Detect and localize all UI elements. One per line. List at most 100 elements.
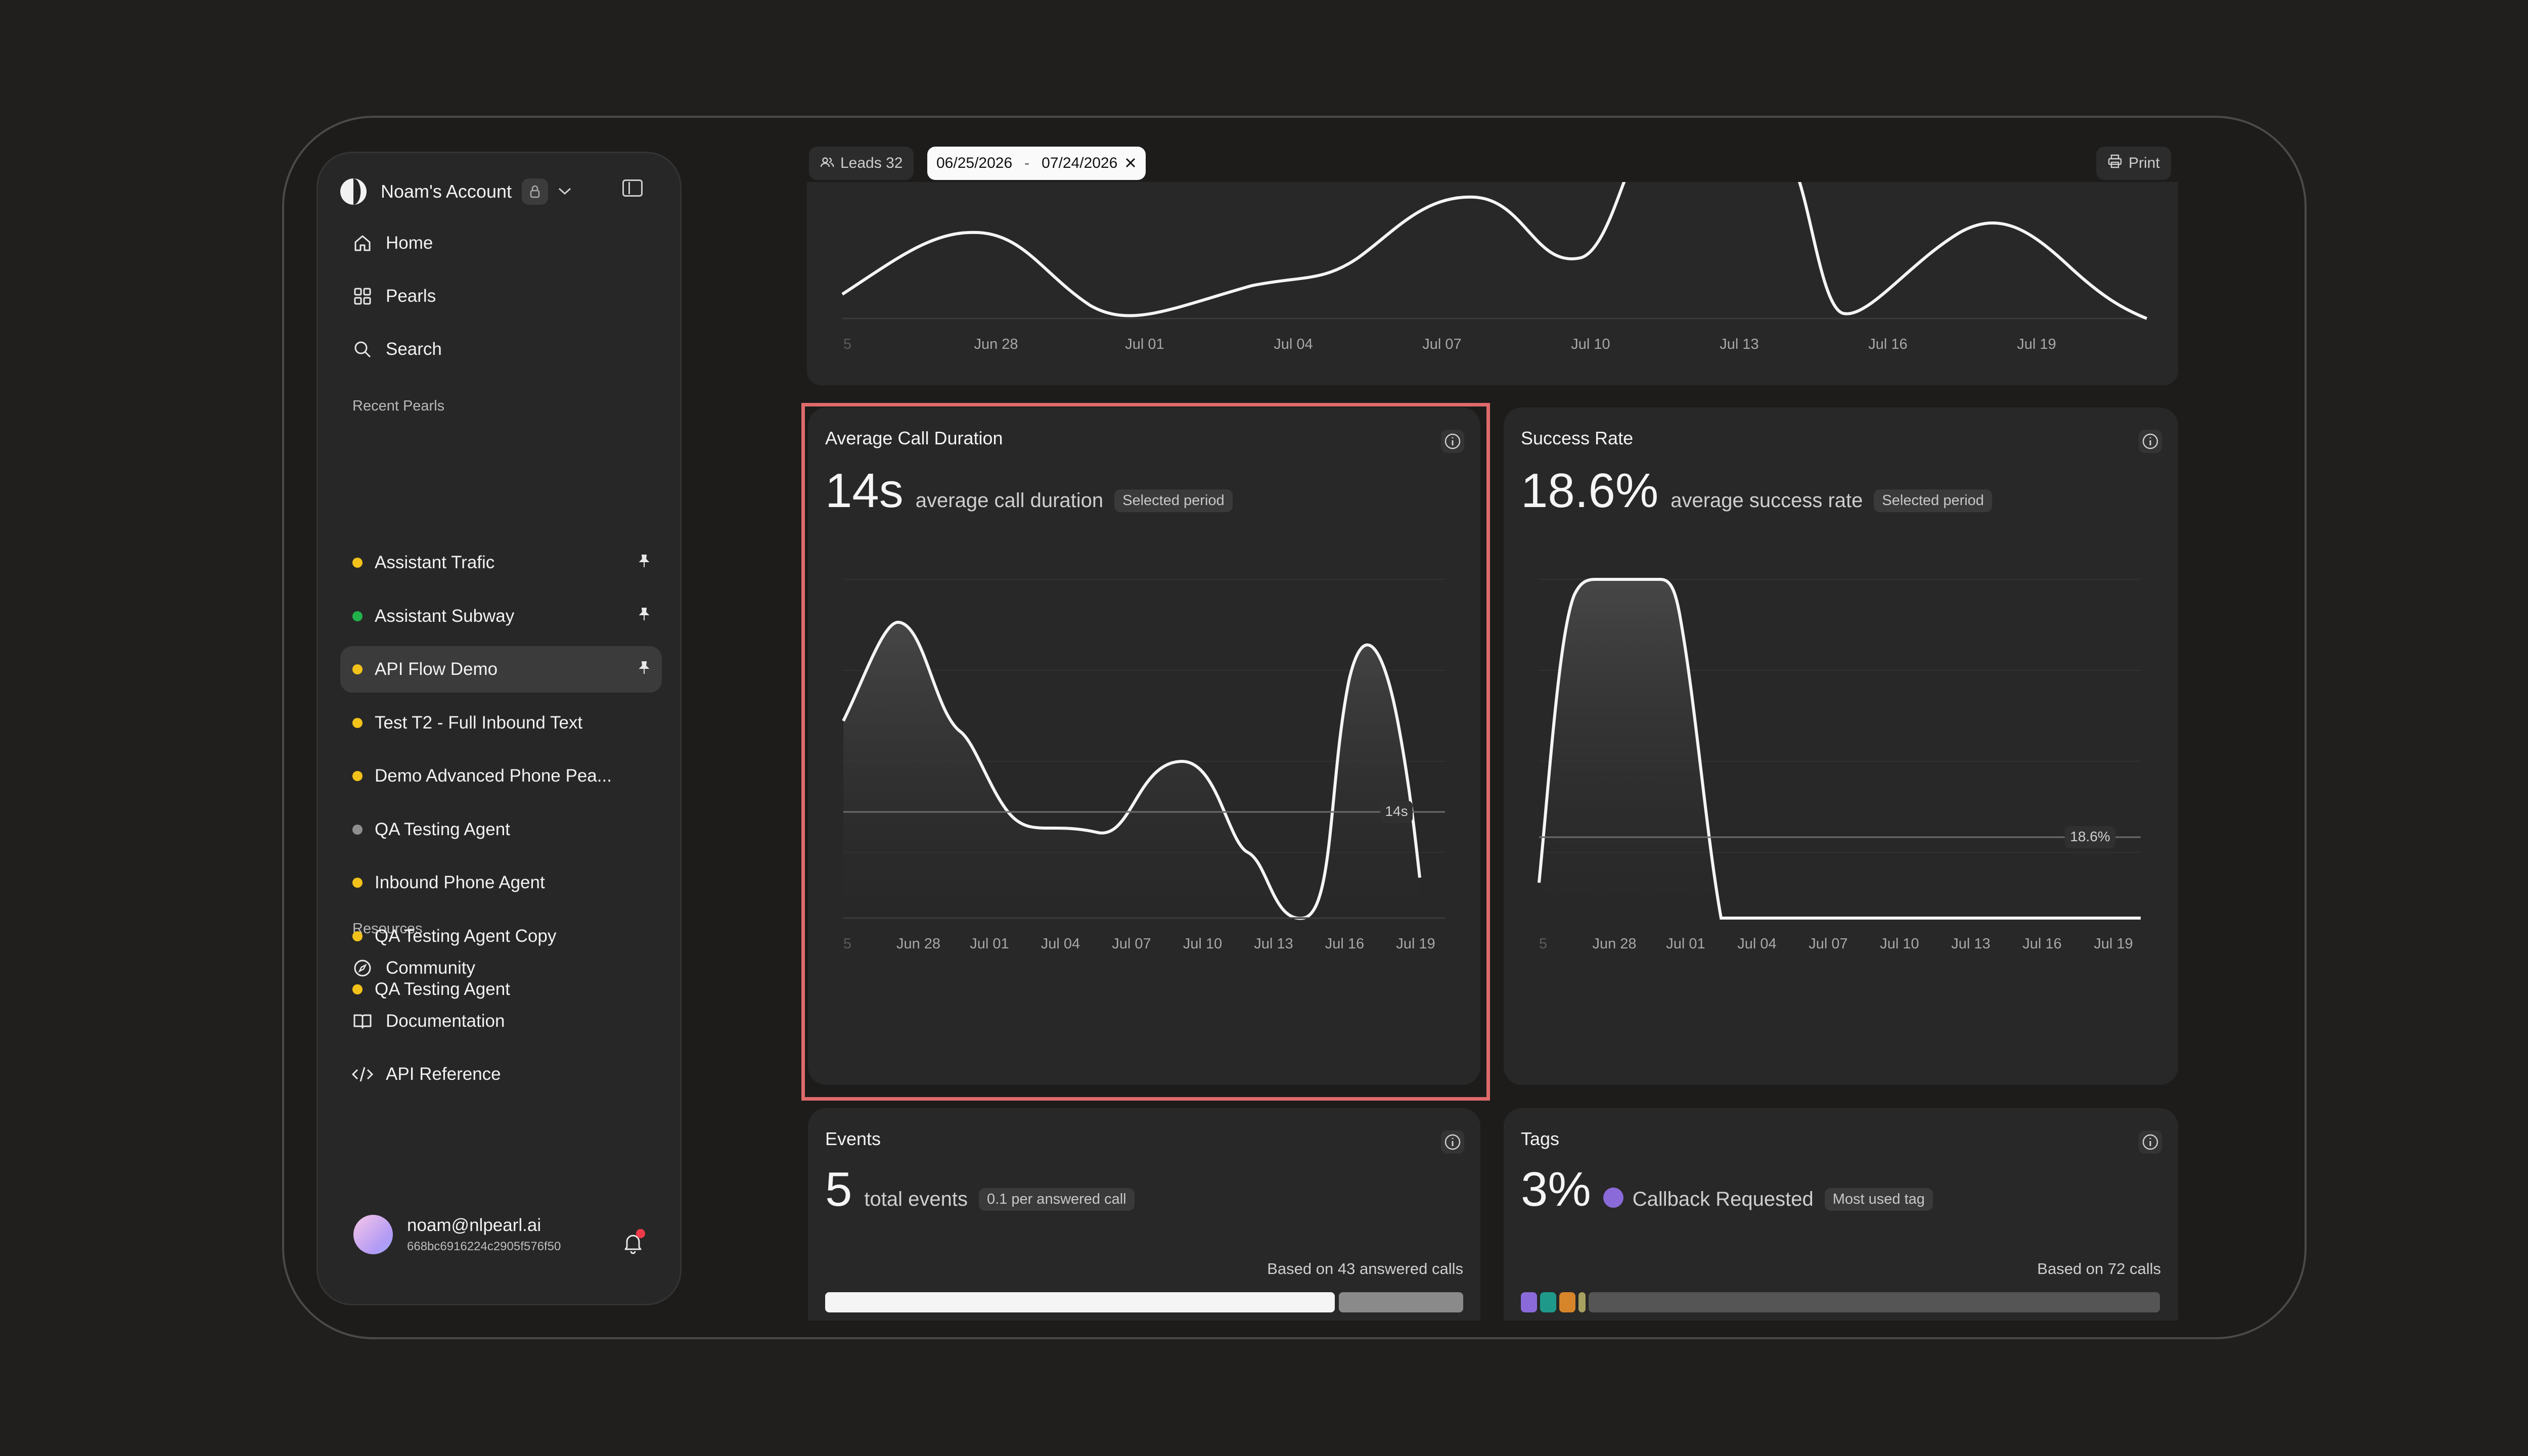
search-icon [351, 340, 374, 359]
recent-pearl-item[interactable]: API Flow Demo [340, 646, 662, 693]
tag-color-dot [1603, 1188, 1623, 1208]
notifications-bell-icon[interactable] [623, 1229, 645, 1254]
success-chart-svg: 18.6% 5 Jun 28 Jul 01 Jul 04 Jul 07 Jul 10 Jul… [1538, 578, 2141, 952]
recent-pearl-label: QA Testing Agent Copy [375, 926, 557, 946]
status-dot [352, 984, 363, 994]
recent-pearl-label: Assistant Trafic [375, 553, 495, 572]
pearl-logo-icon [340, 178, 367, 205]
date-start: 06/25/2026 [936, 155, 1013, 171]
events-card-title: Events [825, 1128, 881, 1149]
clear-date-close-icon[interactable] [1124, 154, 1137, 173]
collapse-sidebar-icon[interactable] [622, 179, 643, 197]
recent-pearl-label: QA Testing Agent [375, 819, 510, 839]
x-tick-label: Jul 01 [1666, 936, 1705, 952]
recent-pearl-item[interactable]: Assistant Trafic [340, 539, 662, 586]
info-icon[interactable] [2139, 1130, 2162, 1154]
success-area [1539, 579, 1721, 918]
x-tick-label: Jul 10 [1183, 936, 1222, 952]
leads-filter-chip[interactable]: Leads 32 [809, 147, 914, 180]
nav-pearls[interactable]: Pearls [340, 273, 662, 320]
pin-icon[interactable] [638, 554, 651, 572]
top-trend-chart: 5 Jun 28 Jul 01 Jul 04 Jul 07 Jul 10 Jul 13 Jul… [807, 176, 2178, 385]
tags-caption: Callback Requested [1632, 1188, 1814, 1210]
pin-icon[interactable] [638, 661, 651, 678]
duration-average-label: 14s [1385, 803, 1408, 819]
user-email: noam@nlpearl.ai [407, 1215, 541, 1235]
grid-icon [351, 287, 374, 306]
status-dot [352, 878, 363, 888]
recent-pearl-item[interactable]: Inbound Phone Agent [340, 859, 662, 906]
tags-card: Tags 3% Callback Requested Most used tag… [1504, 1108, 2178, 1321]
x-tick-label: Jul 07 [1422, 336, 1461, 352]
recent-pearl-label: Inbound Phone Agent [375, 873, 545, 892]
info-icon[interactable] [1441, 1130, 1464, 1154]
recent-pearl-label: Test T2 - Full Inbound Text [375, 712, 583, 733]
nav-community[interactable]: Community [340, 945, 662, 991]
events-card: Events 5 total events 0.1 per answered c… [808, 1108, 1480, 1321]
success-average-label: 18.6% [2070, 829, 2110, 844]
leads-label: Leads 32 [840, 155, 903, 171]
x-tick-label: 5 [843, 336, 851, 352]
recent-pearl-item[interactable]: QA Testing Agent Copy [340, 913, 662, 960]
x-tick-label: Jul 16 [1868, 336, 1907, 352]
success-line [1538, 578, 2141, 920]
info-icon[interactable] [2139, 430, 2162, 453]
tags-bar-olive [1578, 1292, 1586, 1312]
duration-x-ticks: 5 Jun 28 Jul 01 Jul 04 Jul 07 Jul 10 Jul 13 Jul… [843, 936, 1435, 952]
x-tick-label: Jul 13 [1254, 936, 1293, 952]
pin-icon[interactable] [638, 607, 651, 625]
recent-pearl-item[interactable]: Assistant Subway [340, 593, 662, 640]
nav-documentation[interactable]: Documentation [340, 998, 662, 1044]
date-end: 07/24/2026 [1042, 155, 1118, 171]
events-caption: total events [864, 1188, 968, 1210]
duration-period-pill: Selected period [1114, 489, 1233, 512]
user-id: 668bc6916224c2905f576f50 [407, 1240, 561, 1253]
duration-caption: average call duration [915, 489, 1104, 512]
recent-pearl-label: QA Testing Agent [375, 979, 510, 999]
x-tick-label: 5 [843, 936, 851, 952]
users-icon [820, 155, 834, 172]
x-tick-label: Jul 19 [2094, 936, 2133, 952]
success-caption: average success rate [1671, 489, 1863, 512]
x-tick-label: 5 [1539, 936, 1547, 952]
selection-highlight [801, 403, 1490, 1101]
recent-pearl-item[interactable]: Test T2 - Full Inbound Text [340, 700, 662, 746]
compass-icon [351, 959, 374, 978]
account-switcher[interactable]: Noam's Account [340, 171, 572, 212]
user-profile[interactable]: noam@nlpearl.ai 668bc6916224c2905f576f50 [353, 1215, 561, 1254]
duration-chart-svg: 14s 5 Jun 28 Jul 01 Jul 04 Jul 07 Jul 10 Jul 1… [842, 579, 1445, 952]
success-card-title: Success Rate [1521, 428, 1634, 448]
nav-search[interactable]: Search [340, 326, 662, 373]
sidebar: Noam's Account Home Pearls Search Recent… [317, 152, 682, 1305]
x-tick-label: Jul 07 [1809, 936, 1847, 952]
date-range-filter[interactable]: 06/25/2026 - 07/24/2026 [927, 147, 1146, 180]
events-bar-primary [825, 1292, 1335, 1312]
duration-average-badge [1380, 801, 1413, 823]
recent-pearl-item[interactable]: Demo Advanced Phone Pea... [340, 753, 662, 799]
recent-pearl-label: API Flow Demo [375, 659, 498, 679]
x-tick-label: Jul 04 [1041, 936, 1080, 952]
recent-pearl-item[interactable]: QA Testing Agent [340, 806, 662, 853]
avatar [353, 1215, 393, 1254]
x-tick-label: Jul 07 [1112, 936, 1151, 952]
nav-home[interactable]: Home [340, 220, 662, 266]
duration-area [843, 622, 1420, 919]
recent-pearl-item[interactable]: QA Testing Agent [340, 966, 662, 1013]
tags-value: 3% [1521, 1162, 1591, 1216]
x-tick-label: Jul 13 [1720, 336, 1758, 352]
success-x-ticks: 5 Jun 28 Jul 01 Jul 04 Jul 07 Jul 10 Jul 13 Jul… [1539, 936, 2133, 952]
nav-api-reference-label: API Reference [386, 1064, 501, 1084]
info-icon[interactable] [1441, 430, 1464, 453]
lock-icon [522, 178, 548, 205]
print-button[interactable]: Print [2096, 147, 2171, 180]
tags-based-on: Based on 72 calls [2037, 1260, 2161, 1278]
tags-most-used-pill: Most used tag [1824, 1188, 1933, 1211]
recent-pearl-label: Demo Advanced Phone Pea... [375, 766, 612, 786]
duration-line [842, 620, 1421, 920]
top-trend-chart-svg: 5 Jun 28 Jul 01 Jul 04 Jul 07 Jul 10 Jul 13 Jul… [841, 176, 2148, 352]
tags-bar-purple [1521, 1292, 1537, 1312]
x-tick-label: Jul 01 [1125, 336, 1164, 352]
top-chart-x-ticks: 5 Jun 28 Jul 01 Jul 04 Jul 07 Jul 10 Jul 13 Jul… [843, 336, 2056, 352]
nav-api-reference[interactable]: API Reference [340, 1051, 662, 1098]
x-tick-label: Jul 04 [1274, 336, 1313, 352]
